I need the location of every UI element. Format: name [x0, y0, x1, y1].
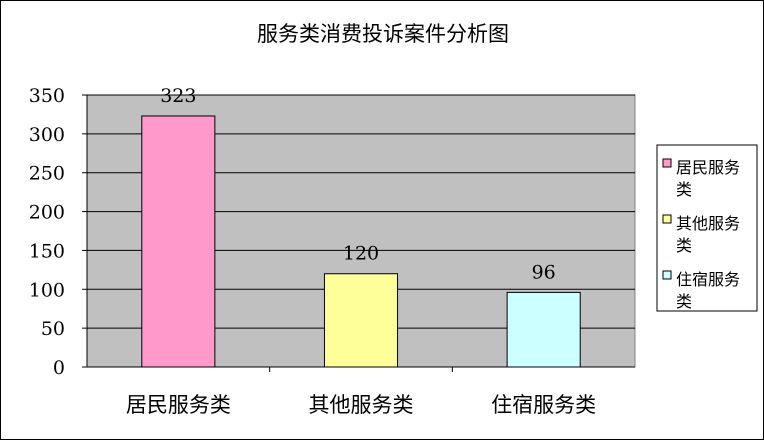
data-label: 323 [160, 85, 196, 107]
legend-box [656, 144, 758, 312]
y-tick-label: 300 [29, 124, 65, 146]
legend-label: 住宿服务 [676, 270, 740, 289]
x-category-label: 其他服务类 [309, 393, 414, 417]
legend-label-continued: 类 [676, 236, 692, 255]
chart-title: 服务类消费投诉案件分析图 [257, 22, 509, 46]
legend-label-continued: 类 [676, 292, 692, 311]
data-label: 120 [343, 243, 379, 265]
x-category-label: 居民服务类 [126, 393, 231, 417]
bar [141, 115, 216, 368]
y-tick-label: 150 [29, 240, 65, 262]
y-tick-label: 50 [41, 318, 65, 340]
legend-swatch [662, 214, 672, 224]
y-tick-label: 0 [53, 357, 65, 379]
legend-swatch [662, 158, 672, 168]
y-tick-label: 250 [29, 163, 65, 185]
data-label: 96 [532, 261, 556, 283]
x-category-label: 住宿服务类 [491, 393, 596, 417]
y-tick-label: 100 [29, 279, 65, 301]
legend-label-continued: 类 [676, 180, 692, 199]
legend-label: 居民服务 [676, 158, 740, 177]
legend-swatch [662, 270, 672, 280]
bar [323, 273, 399, 368]
bar [506, 291, 581, 368]
y-tick-label: 200 [29, 202, 65, 224]
bars [141, 115, 581, 368]
y-tick-label: 350 [29, 85, 65, 107]
legend-label: 其他服务 [676, 214, 740, 233]
data-labels: 323 120 96 [160, 85, 556, 283]
axes: 0 50 100 150 200 250 300 350 居民服务类 其他服务类 住宿服务类 [29, 85, 635, 417]
